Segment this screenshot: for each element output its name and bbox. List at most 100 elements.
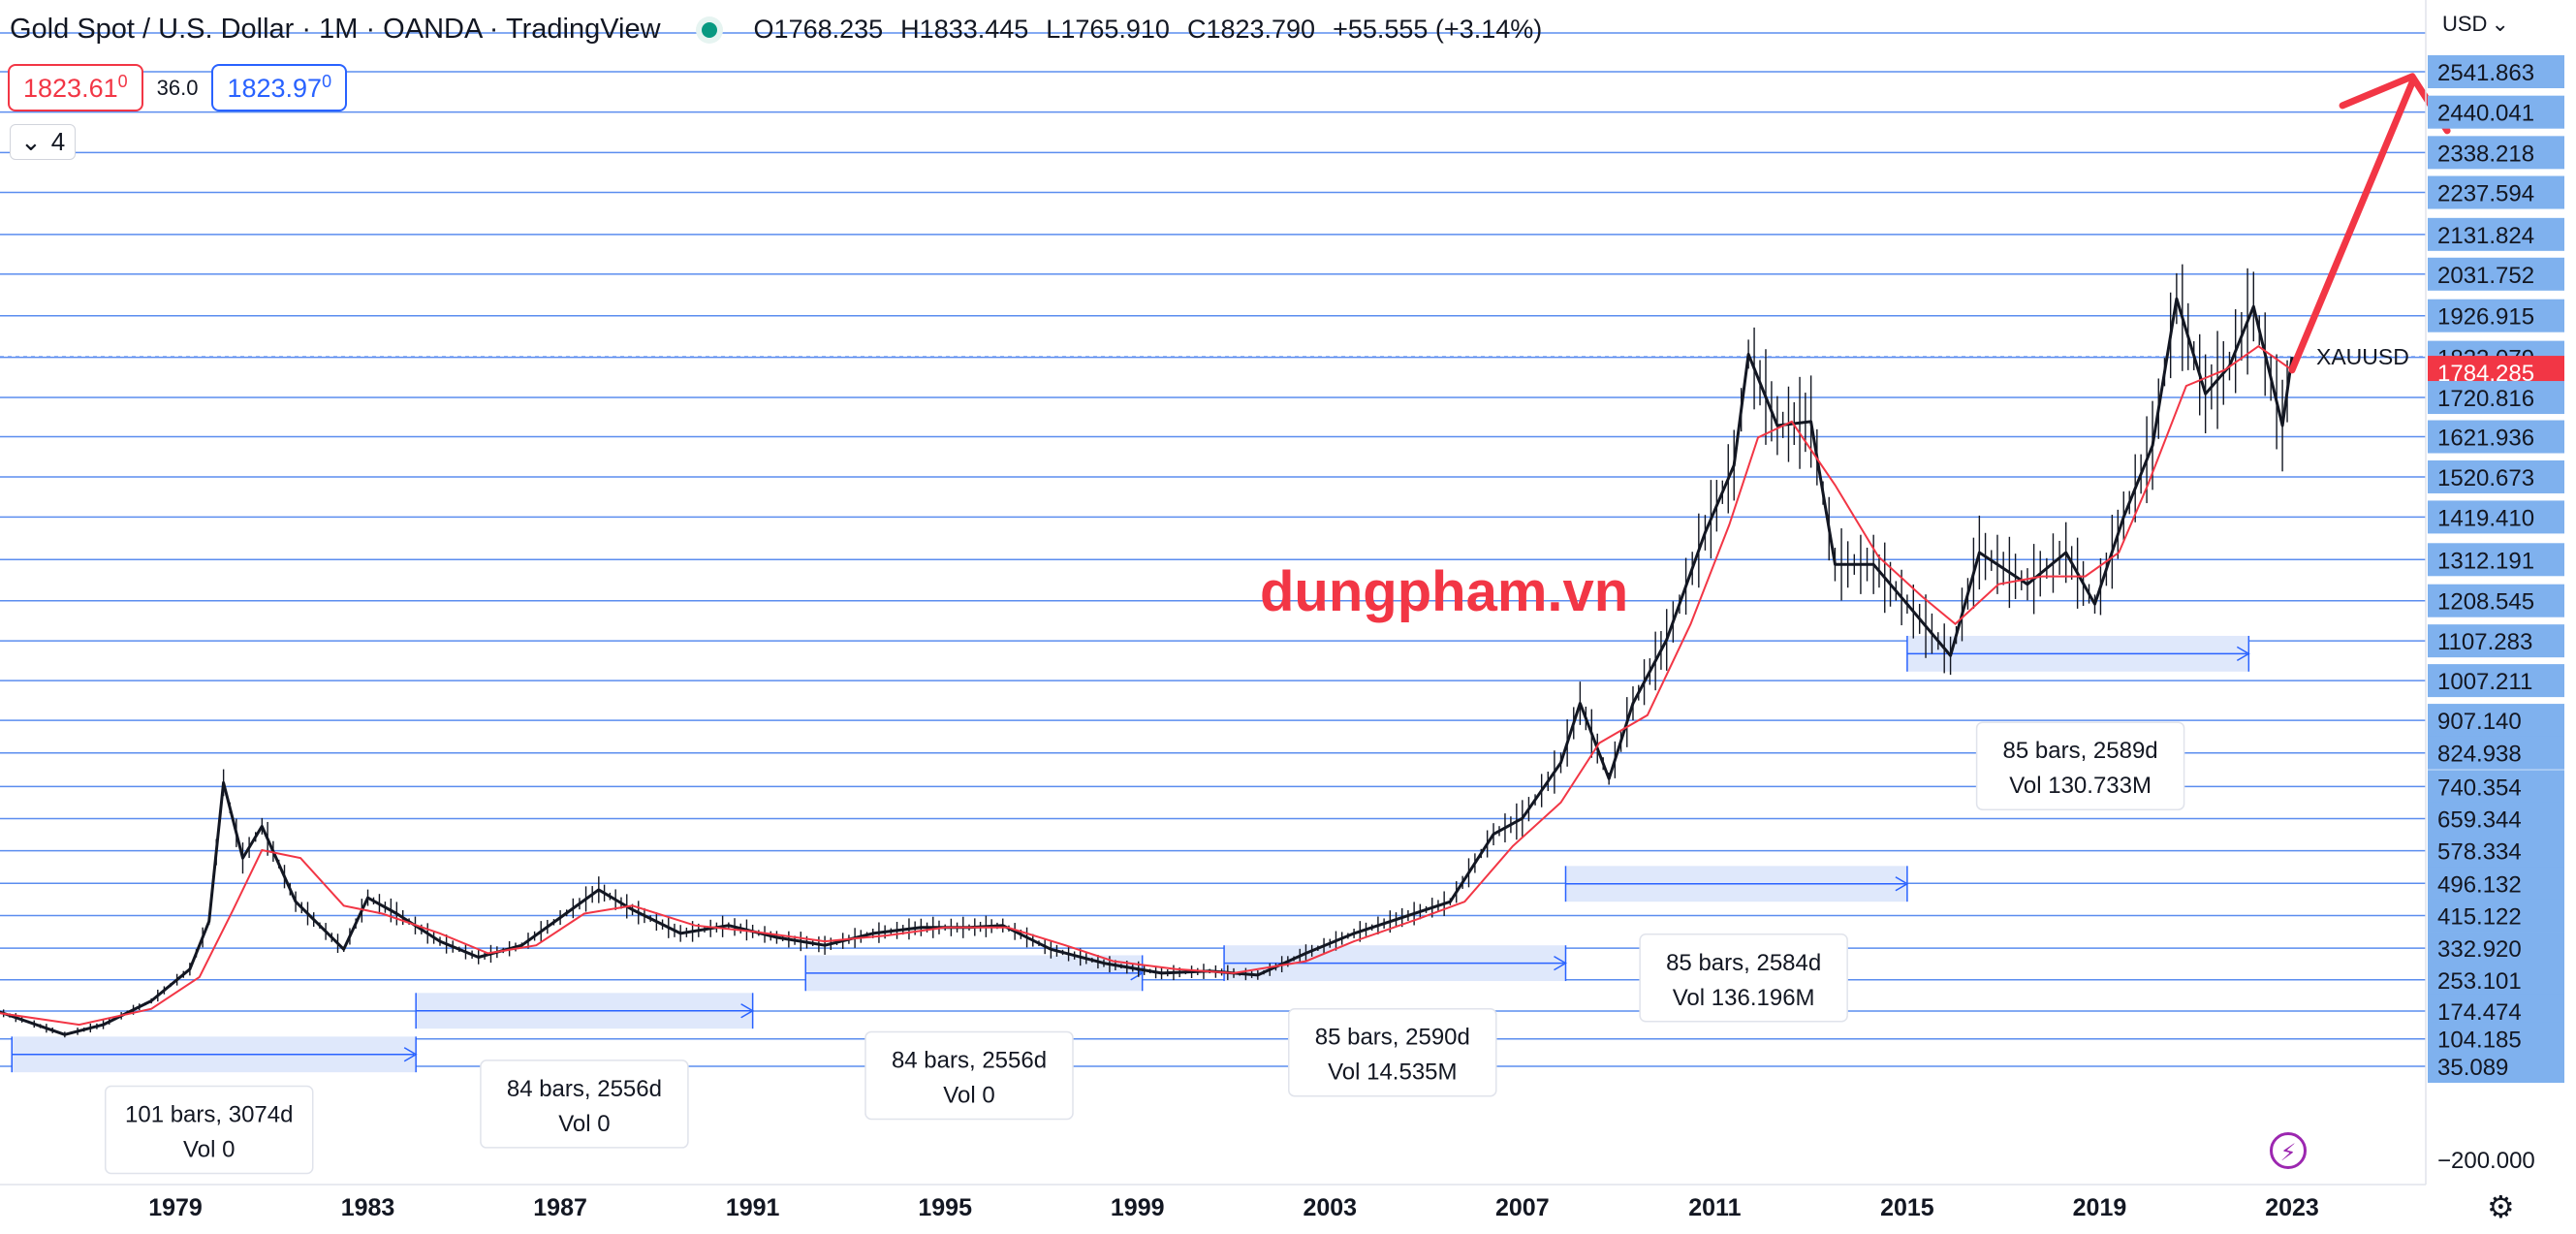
moving-average [0,344,2293,1027]
lightning-icon[interactable]: ⚡ [2270,1132,2307,1169]
price-axis-label: 2338.218 [2437,141,2534,167]
price-axis-label-bg [2428,867,2564,901]
quote-row: 1823.610 36.0 1823.970 [8,64,348,111]
ohlc-high: H1833.445 [900,15,1029,44]
price-axis-label: 824.938 [2437,742,2522,768]
price-axis-label-bg [2428,257,2564,291]
price-axis-label-bg [2428,994,2564,1028]
indicators-count: 4 [50,127,66,156]
price-axis-label: 2031.752 [2437,263,2534,289]
price-axis-label-bg [2428,624,2564,658]
currency-selector[interactable]: USD ⌄ [2442,12,2509,37]
moving-average-line [0,344,2293,1027]
measurement-label-box [104,1085,314,1175]
price-axis-label-bg [2428,736,2564,770]
measurement-labels: 101 bars, 3074d Vol 0 84 bars, 2556d Vol 0 8… [104,721,2185,1175]
price-axis-label-bg [2428,1050,2564,1083]
measurement-label-vol: Vol 14.535M [1328,1060,1457,1086]
price-axis-label-bg [2428,899,2564,933]
price-axis-label: 496.132 [2437,871,2522,898]
range-arrowhead [1895,876,1909,892]
time-axis-label: 2007 [1495,1194,1550,1221]
price-axis-label: 1720.816 [2437,386,2534,412]
market-status-icon[interactable] [701,21,717,38]
sell-button[interactable]: 1823.610 [8,64,143,111]
price-axis-label: 2440.041 [2437,101,2534,127]
price-axis-label-bg [2428,963,2564,997]
ohlc-close: C1823.790 [1186,15,1316,44]
range-arrowhead [2236,646,2250,662]
price-axis-label: 35.089 [2437,1055,2508,1081]
buy-button[interactable]: 1823.970 [211,64,348,111]
price-axis-label: 1208.545 [2437,589,2534,616]
range-measurements [11,635,2250,1073]
price-axis-label-bg [2428,217,2564,251]
price-axis-label-bg [2428,770,2564,804]
price-axis-label: 2541.863 [2437,60,2534,86]
range-arrowhead [403,1047,418,1062]
time-axis-label: 1991 [726,1194,780,1221]
projection-arrow-line [2288,79,2416,374]
chevron-down-icon: ⌄ [2491,12,2509,36]
projection-arrow [2288,73,2451,374]
indicators-toggle-button[interactable]: ⌄ 4 [10,124,77,160]
watermark-text: dungpham.vn [1260,560,1629,623]
price-axis-label: 415.122 [2437,903,2522,930]
measurement-label-vol: Vol 0 [558,1111,610,1137]
time-axis-label: 2011 [1688,1194,1741,1221]
price-axis-label: 174.474 [2437,999,2522,1026]
chevron-down-icon: ⌄ [20,127,42,156]
price-axis-label-bg [2428,584,2564,617]
measurement-label-vol: Vol 0 [943,1082,994,1108]
price-axis-label-bg [2428,500,2564,534]
time-axis: 1979 1983 1987 1991 1995 1999 2003 2007 2011 2015… [0,1184,2426,1221]
price-axis-label: 907.140 [2437,709,2522,735]
price-series [0,264,2294,1038]
time-axis-label: 2023 [2265,1194,2319,1221]
price-axis-label-bg [2428,543,2564,577]
measurement-label-vol: Vol 136.196M [1673,985,1815,1011]
price-axis-label-bg [2428,55,2564,88]
measurement-label-vol: Vol 0 [183,1137,235,1163]
price-change: +55.555 (+3.14%) [1333,15,1543,44]
currency-label: USD [2442,12,2488,36]
ohlc-values: O1768.235 H1833.445 L1765.910 C1823.790 … [754,15,1543,45]
price-axis-label-bg [2428,95,2564,129]
measurement-label-vol: Vol 130.733M [2009,773,2152,799]
measurement-label-box [1639,933,1848,1023]
range-arrowhead [1554,955,1567,971]
measurement-label-bars: 84 bars, 2556d [892,1047,1047,1073]
price-axis-label: 1007.211 [2437,669,2532,695]
price-axis-label: 253.101 [2437,968,2522,995]
price-axis-label-bg [2428,381,2564,415]
measurement-label-bars: 85 bars, 2584d [1666,950,1821,976]
ohlc-open: O1768.235 [753,15,884,44]
price-axis-label-bg [2428,420,2564,454]
price-axis: 2541.863 2440.041 2338.218 2237.594 2131.824… [2425,0,2564,1234]
measurement-label-bars: 85 bars, 2589d [2003,738,2158,764]
price-axis-label: 1107.283 [2437,629,2532,655]
spread-value: 36.0 [156,75,199,100]
price-axis-label: 1520.673 [2437,465,2534,491]
time-axis-label: 2015 [1880,1194,1934,1221]
price-axis-label: 659.344 [2437,807,2522,833]
measurement-label-box [1975,721,2185,810]
measurement-label-bars: 85 bars, 2590d [1315,1025,1470,1051]
time-axis-label: 1987 [533,1194,587,1221]
measurement-label-box [864,1030,1074,1121]
price-axis-label: −200.000 [2437,1148,2535,1174]
symbol-label: XAUUSD [2316,344,2409,369]
price-axis-label-bg [2428,459,2564,493]
gear-icon[interactable]: ⚙ [2487,1189,2515,1224]
measurement-label-bars: 101 bars, 3074d [125,1102,293,1128]
time-axis-label: 1995 [918,1194,972,1221]
price-axis-label-bg [2428,664,2564,698]
price-axis-label-bg [2428,299,2564,332]
price-axis-label-bg [2428,834,2564,868]
price-axis-label: 740.354 [2437,775,2522,801]
time-axis-label: 1999 [1111,1194,1165,1221]
time-axis-label: 2019 [2073,1194,2127,1221]
price-axis-label: 1312.191 [2437,548,2534,574]
